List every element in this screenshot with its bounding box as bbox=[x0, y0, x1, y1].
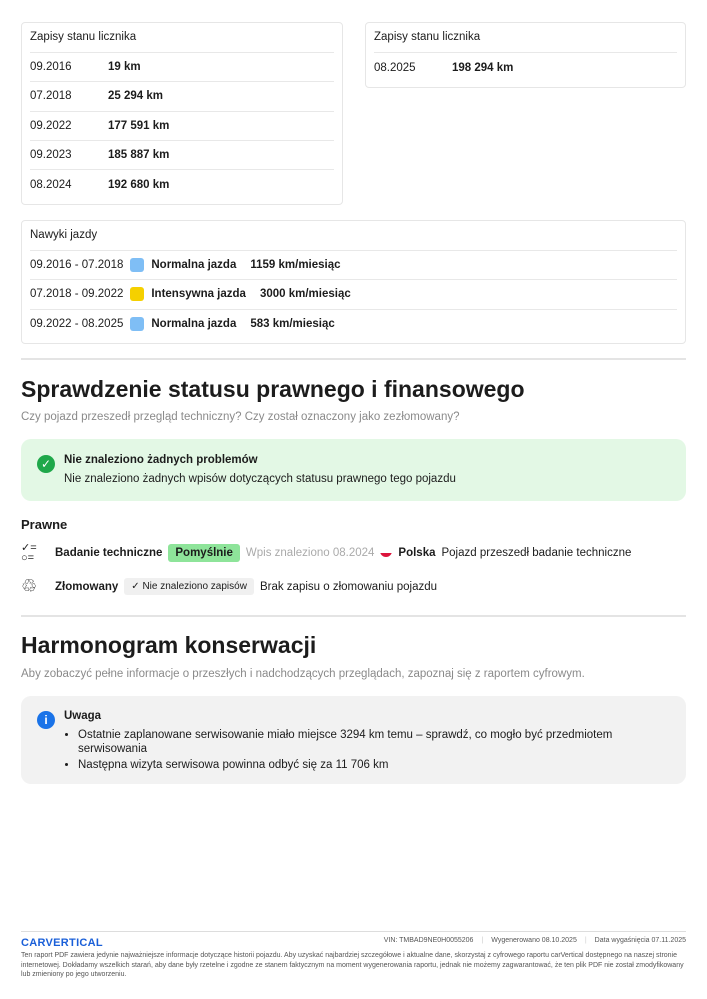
driving-type: Normalna jazda bbox=[151, 318, 237, 331]
info-note: i Uwaga Ostatnie zaplanowane serwisowani… bbox=[21, 696, 686, 784]
divider bbox=[21, 615, 686, 617]
expiry-date: Data wygaśnięcia 07.11.2025 bbox=[594, 937, 686, 944]
driving-type: Intensywna jazda bbox=[151, 288, 246, 301]
odometer-date: 07.2018 bbox=[30, 90, 72, 103]
note-item: Ostatnie zaplanowane serwisowanie miało … bbox=[78, 728, 638, 756]
odometer-row: 09.2023 185 887 km bbox=[30, 141, 334, 171]
driving-color-swatch bbox=[130, 287, 145, 302]
odometer-value: 177 591 km bbox=[108, 119, 170, 132]
odometer-row: 09.2022 177 591 km bbox=[30, 112, 334, 141]
carvertical-logo: CARVERTICAL bbox=[21, 937, 103, 949]
odometer-value: 185 887 km bbox=[108, 149, 170, 162]
checklist-icon: ✓= ○= bbox=[21, 542, 37, 564]
odometer-date: 08.2024 bbox=[30, 178, 72, 191]
odometer-value: 25 294 km bbox=[108, 90, 163, 103]
card-title: Zapisy stanu licznika bbox=[30, 29, 334, 53]
odometer-value: 19 km bbox=[108, 61, 141, 74]
odometer-row: 08.2025 198 294 km bbox=[374, 53, 677, 82]
inspection-desc: Pojazd przeszedł badanie techniczne bbox=[441, 547, 632, 559]
odometer-value: 192 680 km bbox=[108, 178, 170, 191]
note-item: Następna wizyta serwisowa powinna odbyć … bbox=[78, 758, 638, 772]
card-title: Zapisy stanu licznika bbox=[374, 29, 677, 53]
period: 09.2022 - 08.2025 bbox=[30, 318, 124, 331]
legal-section-title: Prawne bbox=[21, 517, 68, 532]
vin: VIN: TMBAD9NE0H0055206 bbox=[383, 937, 474, 944]
success-alert: ✓ Nie znaleziono żadnych problemów Nie z… bbox=[21, 439, 686, 501]
driving-row: 09.2016 - 07.2018 Normalna jazda 1159 km/m… bbox=[30, 251, 677, 281]
odometer-row: 07.2018 25 294 km bbox=[30, 82, 334, 112]
odometer-date: 08.2025 bbox=[374, 61, 416, 74]
driving-color-swatch bbox=[130, 258, 145, 273]
note-list: Ostatnie zaplanowane serwisowanie miało … bbox=[78, 728, 638, 772]
generated-date: Wygenerowano 08.10.2025 bbox=[491, 937, 577, 944]
inspection-row: ✓= ○= Badanie techniczne Pomyślnie Wpis z… bbox=[21, 542, 632, 564]
card-title: Nawyki jazdy bbox=[30, 227, 677, 251]
inspection-status-badge: Pomyślnie bbox=[168, 544, 240, 562]
period: 07.2018 - 09.2022 bbox=[30, 288, 124, 301]
scrapped-desc: Brak zapisu o złomowaniu pojazdu bbox=[259, 580, 438, 593]
odometer-row: 08.2024 192 680 km bbox=[30, 170, 334, 199]
disclaimer: Ten raport PDF zawiera jedynie najważnie… bbox=[21, 952, 684, 978]
driving-rate: 3000 km/miesiąc bbox=[259, 288, 351, 301]
odometer-value: 198 294 km bbox=[452, 61, 514, 74]
driving-row: 09.2022 - 08.2025 Normalna jazda 583 km/mi… bbox=[30, 310, 677, 339]
scrapped-status-badge: ✓ Nie znaleziono zapisów bbox=[124, 578, 254, 595]
maintenance-subtitle: Aby zobaczyć pełne informacje o przeszły… bbox=[21, 668, 585, 680]
inspection-found: Wpis znaleziono 08.2024 bbox=[245, 547, 375, 559]
scrapped-label: Złomowany bbox=[55, 580, 119, 593]
driving-habits-card: Nawyki jazdy 09.2016 - 07.2018 Normalna j… bbox=[21, 220, 686, 344]
divider bbox=[21, 358, 686, 360]
odometer-date: 09.2023 bbox=[30, 149, 72, 162]
driving-row: 07.2018 - 09.2022 Intensywna jazda 3000 km… bbox=[30, 280, 677, 310]
scrapped-status: Nie znaleziono zapisów bbox=[142, 581, 247, 592]
poland-flag-icon bbox=[380, 549, 393, 557]
recycle-icon: ♲ bbox=[21, 576, 38, 596]
driving-type: Normalna jazda bbox=[151, 259, 237, 272]
odometer-card-right: Zapisy stanu licznika 08.2025 198 294 km bbox=[365, 22, 686, 88]
legal-subtitle: Czy pojazd przeszedł przegląd techniczny… bbox=[21, 411, 460, 423]
check-circle-icon: ✓ bbox=[37, 455, 55, 473]
period: 09.2016 - 07.2018 bbox=[30, 259, 124, 272]
inspection-label: Badanie techniczne bbox=[55, 547, 163, 559]
footer: CARVERTICAL VIN: TMBAD9NE0H0055206 | Wyge… bbox=[21, 931, 686, 978]
info-icon: i bbox=[37, 711, 55, 729]
odometer-date: 09.2022 bbox=[30, 119, 72, 132]
odometer-date: 09.2016 bbox=[30, 61, 72, 74]
scrapped-row: ♲ Złomowany ✓ Nie znaleziono zapisów Bra… bbox=[21, 576, 437, 597]
odometer-row: 09.2016 19 km bbox=[30, 53, 334, 83]
alert-text: Nie znaleziono żadnych wpisów dotyczącyc… bbox=[64, 473, 456, 485]
maintenance-title: Harmonogram konserwacji bbox=[21, 632, 317, 658]
odometer-card-left: Zapisy stanu licznika 09.2016 19 km 07.201… bbox=[21, 22, 343, 205]
alert-title: Nie znaleziono żadnych problemów bbox=[64, 454, 258, 466]
note-title: Uwaga bbox=[64, 710, 102, 722]
legal-title: Sprawdzenie statusu prawnego i finansowe… bbox=[21, 376, 525, 402]
inspection-country: Polska bbox=[398, 547, 436, 559]
driving-rate: 1159 km/miesiąc bbox=[250, 259, 341, 272]
driving-color-swatch bbox=[130, 317, 145, 332]
driving-rate: 583 km/miesiąc bbox=[250, 318, 335, 331]
